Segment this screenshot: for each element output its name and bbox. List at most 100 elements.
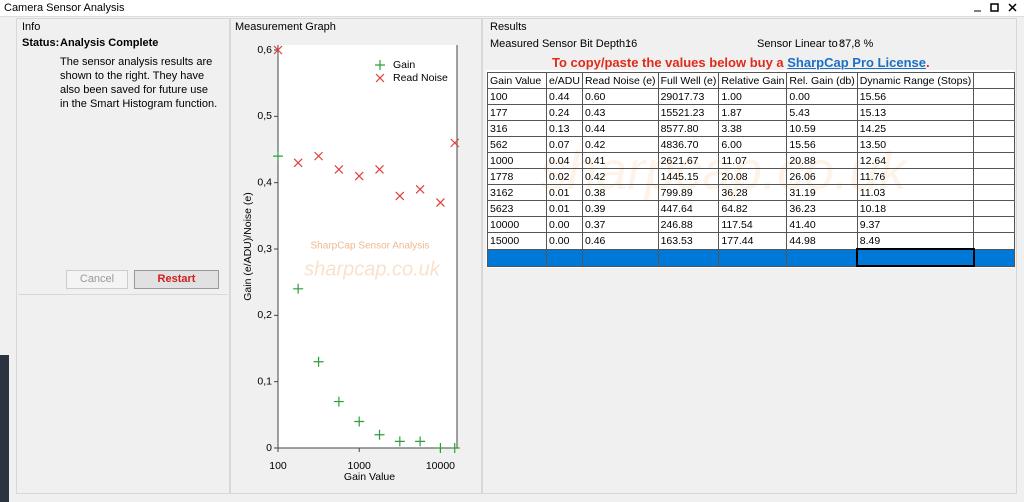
cell: 10.59 [786, 120, 858, 137]
empty-cell [973, 184, 1016, 201]
title-bar [0, 0, 1024, 17]
table-row[interactable]: 10000 0.00 0.37 246.88 117.54 41.40 9.37 [487, 216, 1016, 233]
status-label: Status: [22, 37, 60, 49]
table-row[interactable]: Gain Value e/ADU Read Noise (e) Full Well (… [487, 72, 1016, 89]
empty-cell [546, 248, 583, 267]
table-row[interactable]: 177 0.24 0.43 15521.23 1.87 5.43 15.13 [487, 104, 1016, 121]
x-tick-label: 10000 [426, 460, 455, 472]
table-row[interactable]: 1000 0.04 0.41 2621.67 11.07 20.88 12.64 [487, 152, 1016, 169]
empty-cell [973, 248, 1016, 267]
cell: 0.04 [546, 152, 583, 169]
empty-cell [973, 168, 1016, 185]
cell: 0.00 [546, 232, 583, 250]
maximize-button[interactable] [990, 3, 999, 12]
data-point [333, 396, 344, 407]
cell: 0.43 [581, 104, 659, 121]
header-cell: e/ADU [546, 72, 583, 89]
cell: 3.38 [718, 120, 788, 137]
results-table: Gain Value e/ADU Read Noise (e) Full Well (… [487, 72, 1016, 267]
cell: 0.37 [581, 216, 659, 233]
y-tick-label: 0,2 [257, 309, 272, 321]
info-panel [16, 18, 230, 494]
empty-cell [973, 216, 1016, 233]
table-row[interactable] [487, 248, 1016, 267]
empty-cell [786, 248, 858, 267]
cell: 20.88 [786, 152, 858, 169]
results-heading: Results [490, 21, 527, 33]
window-title: Camera Sensor Analysis [4, 2, 125, 14]
chart: SharpCap Sensor Analysis sharpcap.co.uk 0 0… [242, 44, 460, 483]
graph-panel [230, 18, 482, 494]
status: Analysis Complete [60, 37, 159, 49]
data-point [293, 158, 303, 168]
cancel-button[interactable]: Cancel [66, 270, 128, 289]
table-row[interactable]: 316 0.13 0.44 8577.80 3.38 10.59 14.25 [487, 120, 1016, 137]
window-controls [974, 3, 1017, 12]
cell: 1000 [487, 152, 547, 169]
cell: 0.42 [581, 136, 659, 153]
license-link[interactable]: SharpCap Pro License [787, 55, 926, 70]
table-row[interactable]: 1778 0.02 0.42 1445.15 20.08 26.06 11.76 [487, 168, 1016, 185]
table-row[interactable]: 15000 0.00 0.46 163.53 177.44 44.98 8.49 [487, 232, 1016, 250]
cell: 10.18 [856, 200, 975, 217]
table-row[interactable]: 562 0.07 0.42 4836.70 6.00 15.56 13.50 [487, 136, 1016, 153]
empty-cell [973, 72, 1016, 89]
empty-cell [973, 120, 1016, 137]
close-button[interactable] [1008, 3, 1017, 12]
linear-label: Sensor Linear to : [757, 38, 844, 50]
x-tick-label: 1000 [348, 460, 372, 472]
legend-marker [375, 73, 385, 83]
info-message: The sensor analysis results are shown to… [60, 56, 218, 110]
empty-cell [973, 152, 1016, 169]
empty-cell [581, 248, 659, 267]
data-point [354, 171, 364, 181]
y-tick-label: 0,5 [257, 110, 272, 122]
cell: 1445.15 [657, 168, 720, 185]
header-cell: Relative Gain [718, 72, 788, 89]
table-row[interactable]: 5623 0.01 0.39 447.64 64.82 36.23 10.18 [487, 200, 1016, 217]
cell: 0.60 [581, 88, 659, 105]
table-row[interactable]: 100 0.44 0.60 29017.73 1.00 0.00 15.56 [487, 88, 1016, 105]
cell: 36.23 [786, 200, 858, 217]
cell: 13.50 [856, 136, 975, 153]
cell: 6.00 [718, 136, 788, 153]
y-tick-label: 0 [266, 442, 272, 454]
table-row[interactable]: 3162 0.01 0.38 799.89 36.28 31.19 11.03 [487, 184, 1016, 201]
notice-end: . [925, 55, 930, 70]
cell: 0.00 [546, 216, 583, 233]
cell: 163.53 [657, 232, 720, 250]
cell: 64.82 [718, 200, 788, 217]
data-point [293, 283, 304, 294]
x-axis-label: Gain Value [344, 471, 395, 483]
data-point [435, 443, 446, 453]
header-cell: Dynamic Range (Stops) [856, 72, 975, 89]
cell: 15521.23 [657, 104, 720, 121]
cell: 11.76 [856, 168, 975, 185]
restart-button[interactable]: Restart [134, 270, 219, 289]
cell: 799.89 [657, 184, 720, 201]
results-panel [482, 18, 1017, 494]
data-point [449, 443, 460, 453]
data-point [435, 198, 445, 207]
cell: 0.41 [581, 152, 659, 169]
y-tick-label: 0,4 [257, 176, 272, 188]
empty-cell [856, 248, 975, 267]
header-cell: Rel. Gain (db) [786, 72, 858, 89]
cell: 20.08 [718, 168, 788, 185]
cell: 316 [487, 120, 547, 137]
legend-label: Read Noise [393, 72, 448, 84]
cell: 177 [487, 104, 547, 121]
cell: 11.07 [718, 152, 788, 169]
data-point [415, 436, 426, 447]
empty-cell [487, 248, 547, 267]
empty-cell [973, 136, 1016, 153]
cell: 15.56 [786, 136, 858, 153]
bit-depth: 16 [625, 38, 638, 50]
cell: 41.40 [786, 216, 858, 233]
cell: 12.64 [856, 152, 975, 169]
legend-label: Gain [393, 59, 415, 71]
header-cell: Full Well (e) [657, 72, 720, 89]
cell: 562 [487, 136, 547, 153]
empty-cell [973, 232, 1016, 250]
